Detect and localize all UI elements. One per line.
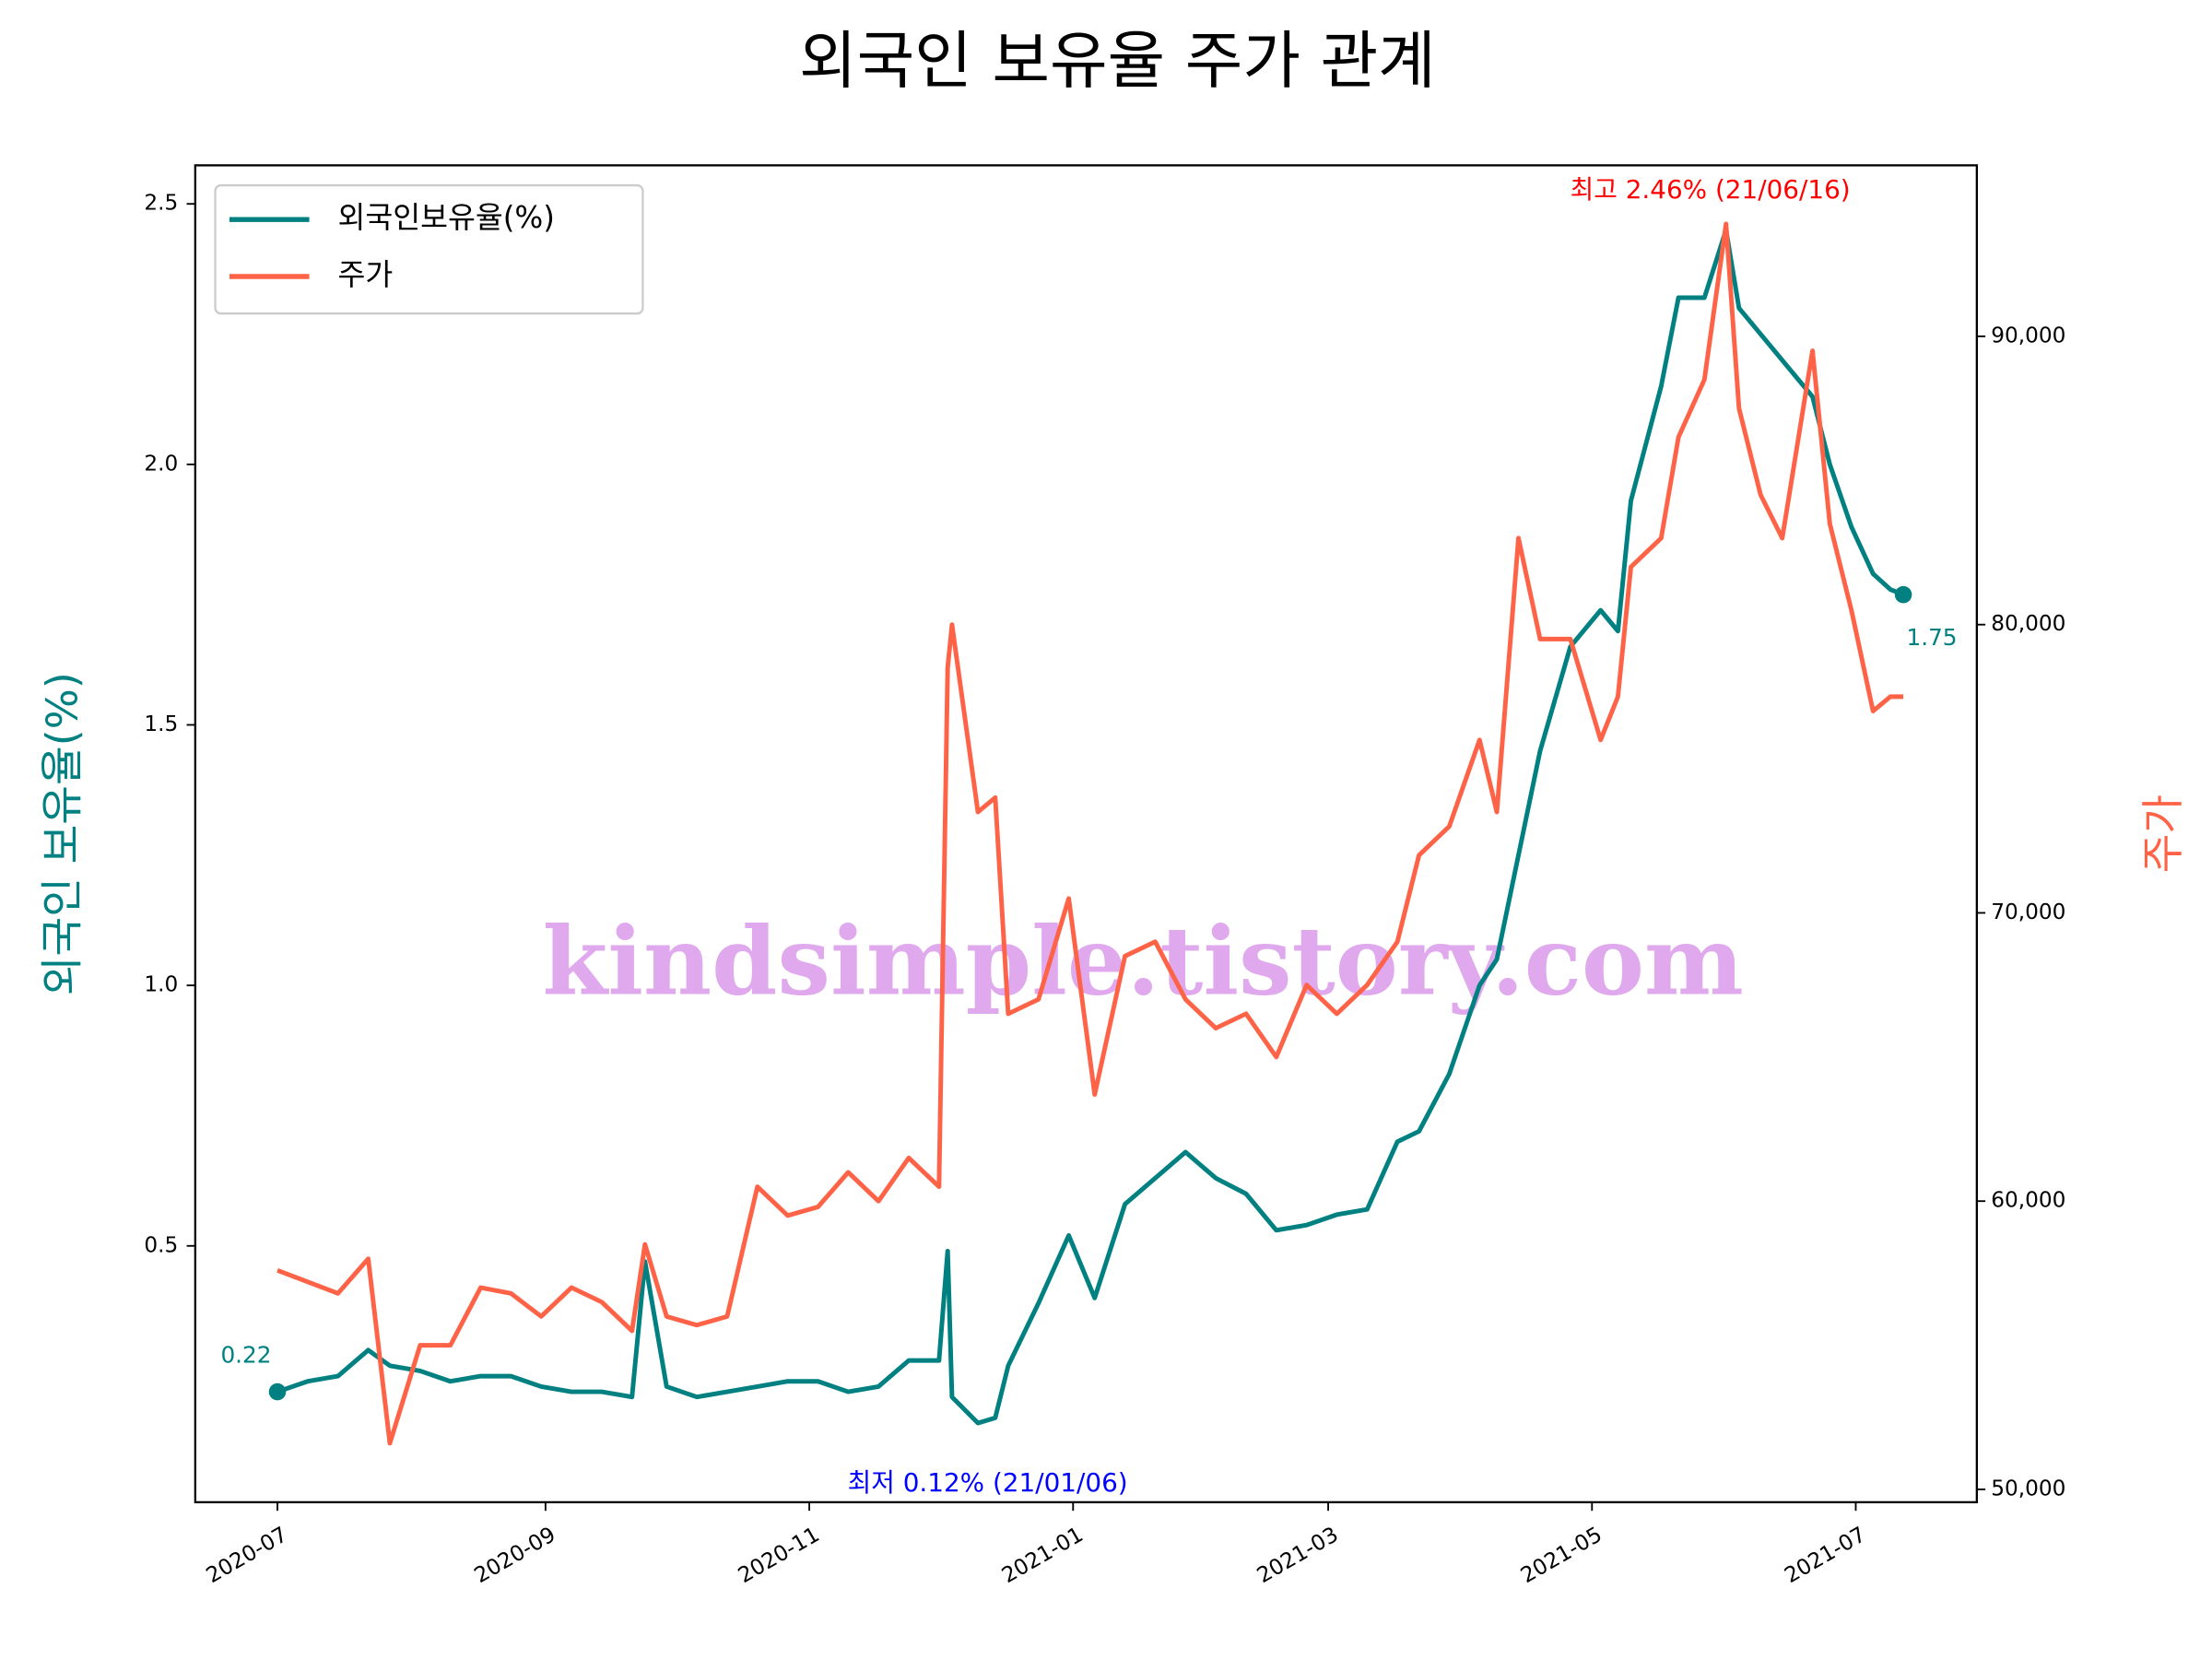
y2-tick-label: 80,000 [1991, 611, 2065, 636]
series-line [276, 228, 1905, 1426]
plot-frame [194, 164, 1979, 1504]
chart-title: 외국인 보유율 주가 관계 [799, 26, 1436, 99]
y2-tick-label: 70,000 [1991, 900, 2065, 924]
y-tick-label: 1.0 [144, 972, 178, 997]
annotation: 0.22 [220, 1341, 271, 1368]
y-tick-label: 2.0 [144, 451, 178, 476]
legend: 외국인보유율(%) 주가 [214, 183, 644, 315]
legend-label: 외국인보유율(%) [337, 200, 554, 235]
legend-label: 주가 [337, 257, 393, 292]
end-marker [1894, 585, 1912, 604]
annotation: 1.75 [1906, 624, 1957, 651]
y-axis-label: 외국인 보유율(%) [38, 672, 88, 995]
y2-tick-label: 90,000 [1991, 323, 2065, 347]
annotation: 최저 0.12% (21/01/06) [848, 1467, 1128, 1498]
annotation: 최고 2.46% (21/06/16) [1571, 174, 1851, 205]
y-tick-label: 2.5 [144, 191, 178, 216]
y-tick-label: 0.5 [144, 1232, 178, 1257]
y2-tick-label: 60,000 [1991, 1188, 2065, 1213]
y-tick-label: 1.5 [144, 712, 178, 736]
end-marker [268, 1382, 287, 1401]
y2-tick-label: 50,000 [1991, 1476, 2065, 1500]
watermark: kindsimple.tistory.com [543, 907, 1744, 1018]
series-line [276, 221, 1904, 1446]
y2-axis-label: 주가 [2138, 794, 2188, 873]
legend-box [214, 183, 644, 315]
